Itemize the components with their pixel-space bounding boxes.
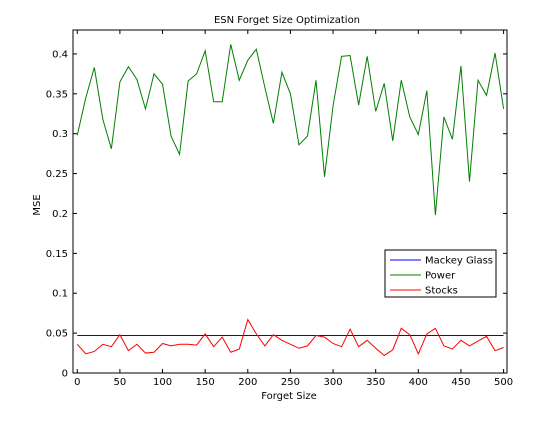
- x-axis-label: Forget Size: [261, 391, 317, 402]
- legend-label-power: Power: [425, 271, 456, 282]
- y-tick-label: 0.25: [46, 169, 68, 180]
- y-tick-label: 0.35: [46, 89, 68, 100]
- legend-label-mackey-glass: Mackey Glass: [425, 256, 493, 267]
- legend-label-stocks: Stocks: [425, 286, 458, 297]
- series-layer: [76, 44, 505, 357]
- x-tick-label: 300: [324, 377, 343, 388]
- x-tick-label: 250: [281, 377, 300, 388]
- x-tick-label: 350: [366, 377, 385, 388]
- x-tick-label: 400: [409, 377, 428, 388]
- x-axis-tick-labels: 0 50 100 150 200 250 300 350 400 450 500: [74, 377, 513, 388]
- series-line-power: [76, 44, 505, 216]
- x-tick-label: 100: [153, 377, 172, 388]
- x-tick-label: 150: [196, 377, 215, 388]
- x-tick-label: 0: [74, 377, 80, 388]
- x-tick-label: 50: [114, 377, 127, 388]
- series-line-stocks: [76, 318, 504, 357]
- x-tick-label: 200: [238, 377, 257, 388]
- x-tick-label: 500: [494, 377, 513, 388]
- y-tick-label: 0.4: [52, 49, 68, 60]
- y-tick-label: 0.05: [46, 329, 68, 340]
- y-axis-label: MSE: [32, 194, 43, 215]
- y-tick-label: 0.15: [46, 249, 68, 260]
- axis-ticks: [73, 30, 507, 374]
- y-tick-label: 0.2: [52, 209, 68, 220]
- x-tick-label: 450: [451, 377, 470, 388]
- legend: Mackey Glass Power Stocks: [384, 249, 497, 298]
- chart-title: ESN Forget Size Optimization: [214, 15, 360, 26]
- y-axis-tick-labels: 0 0.05 0.1 0.15 0.2 0.25 0.3 0.35 0.4: [46, 49, 68, 379]
- y-tick-label: 0.3: [52, 129, 68, 140]
- y-tick-label: 0.1: [52, 289, 68, 300]
- plot-area: [72, 29, 508, 374]
- y-tick-label: 0: [62, 369, 68, 380]
- legend-box: [384, 249, 497, 298]
